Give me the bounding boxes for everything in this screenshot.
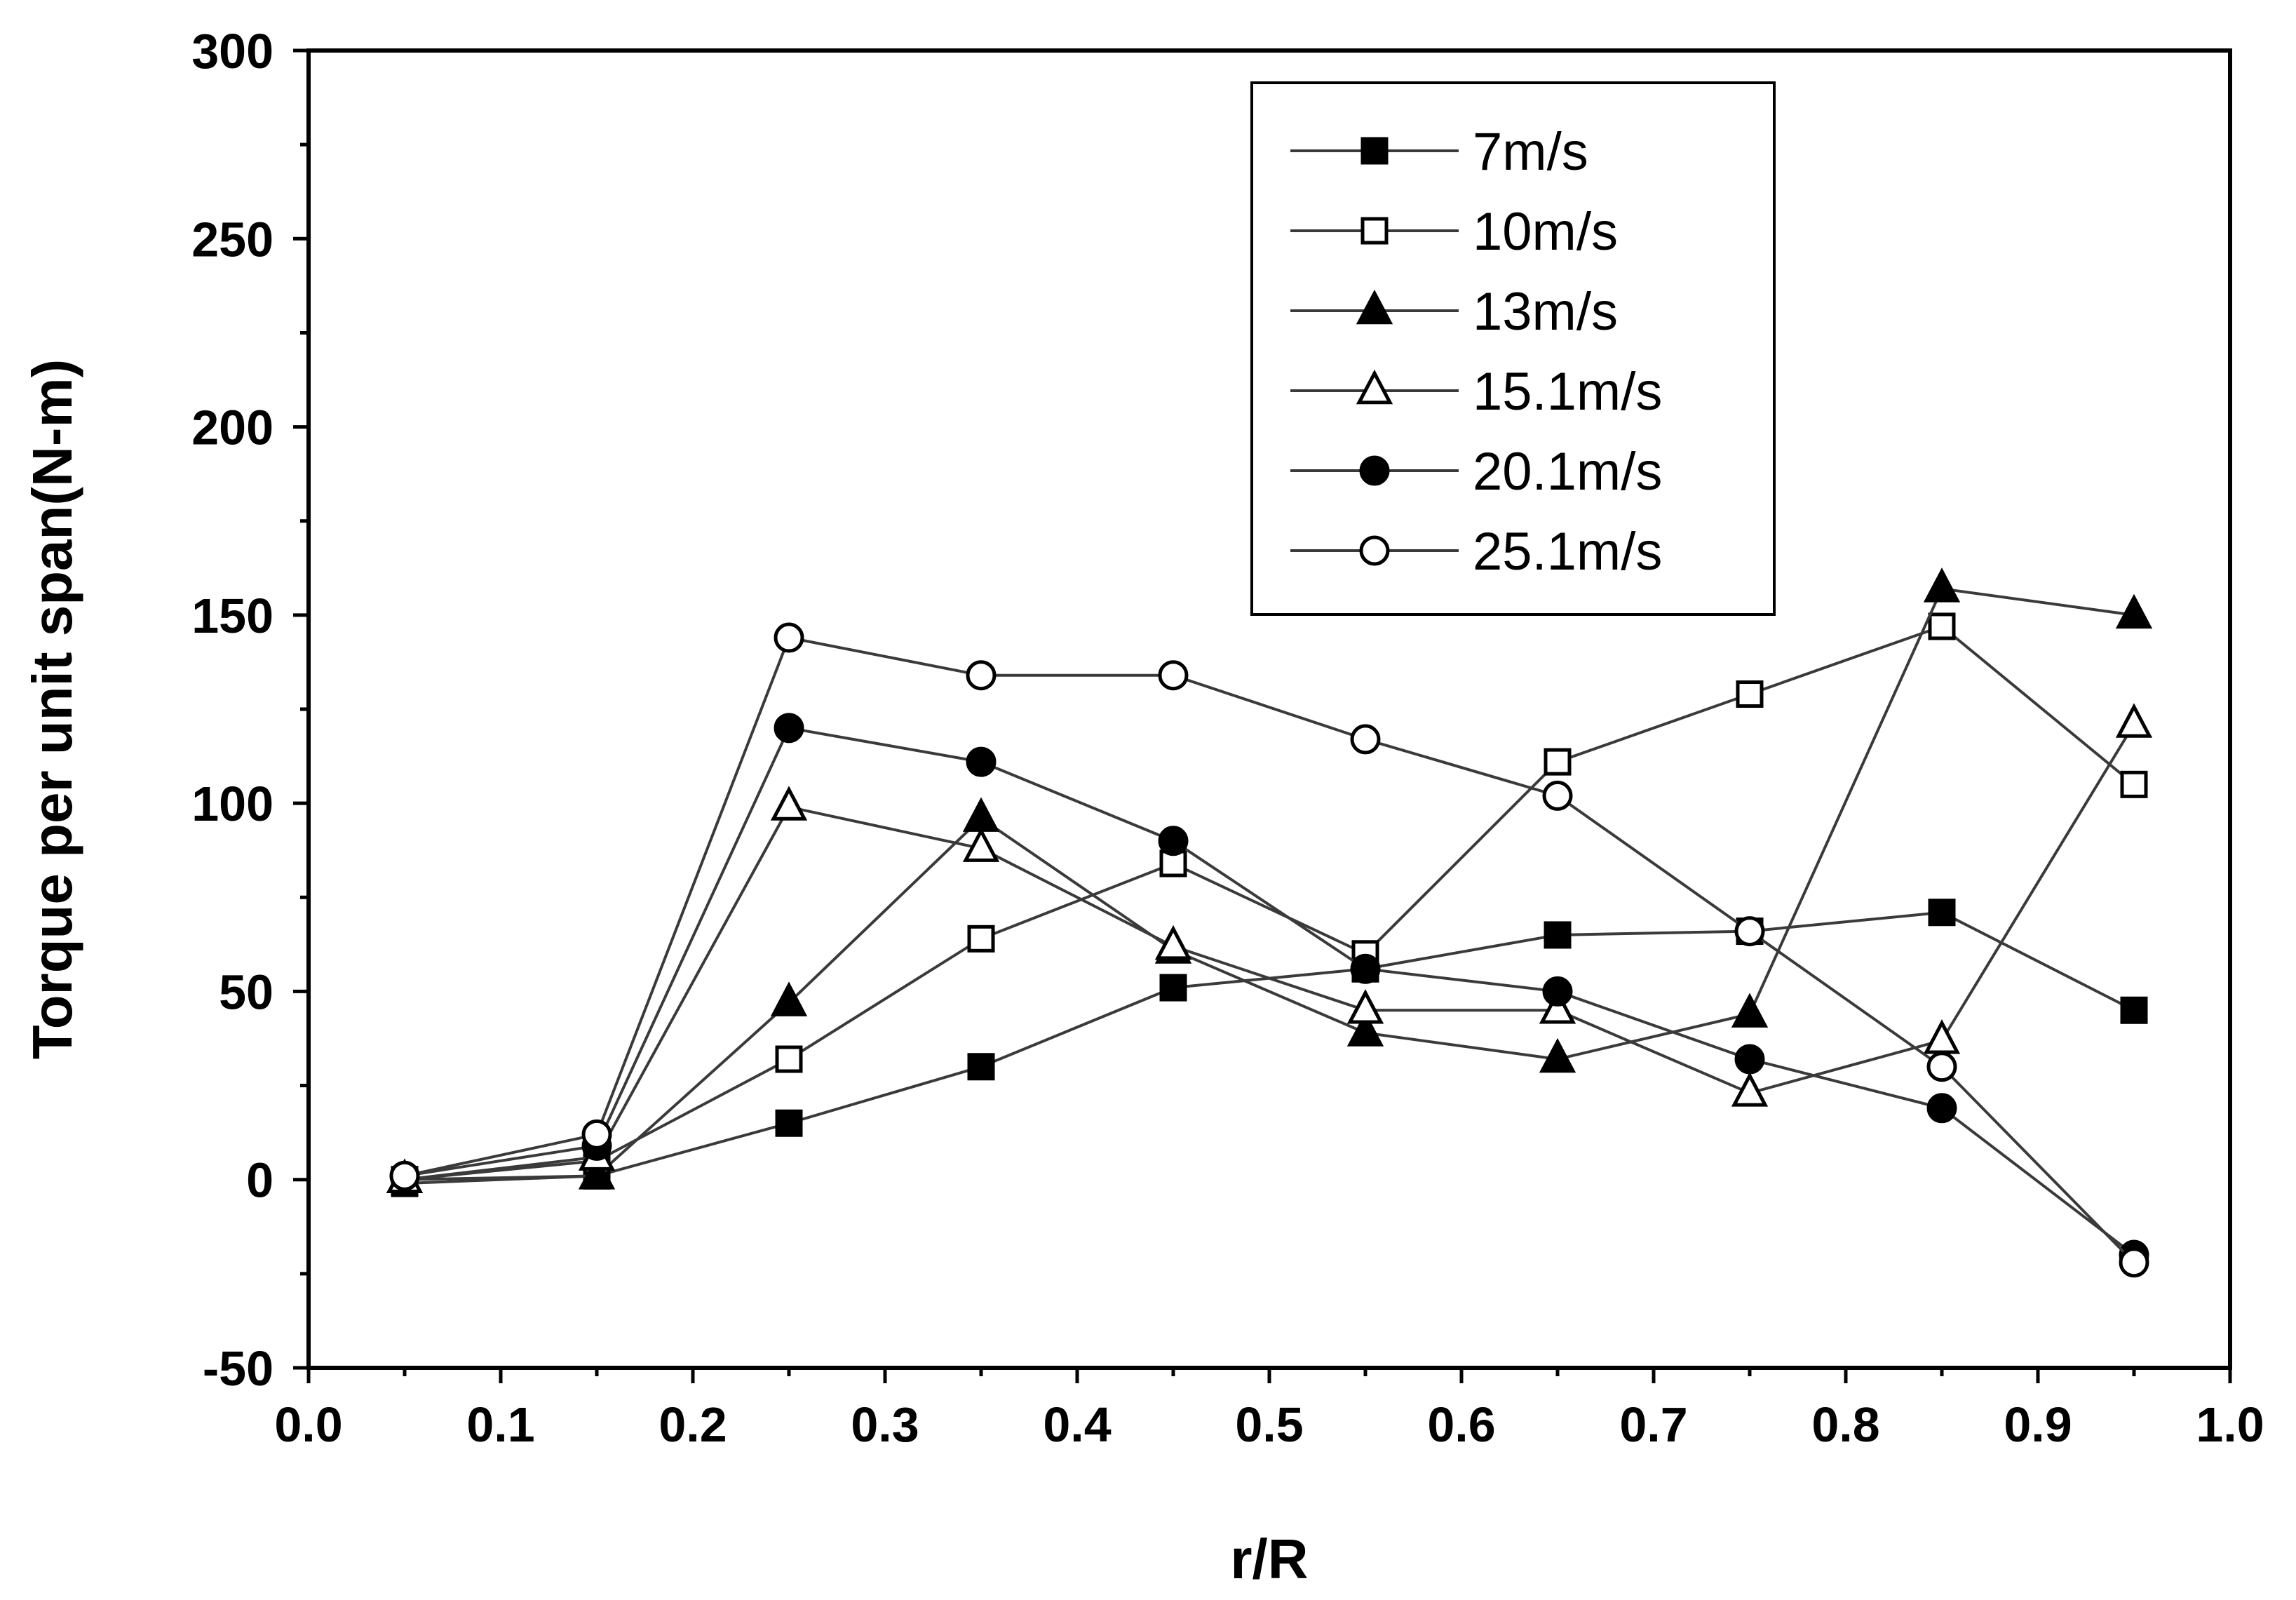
x-axis-title: r/R <box>1230 1528 1308 1590</box>
data-point <box>1926 1051 1957 1082</box>
legend-marker <box>1360 217 1389 245</box>
data-point <box>2115 703 2153 738</box>
series-group <box>386 567 2153 1278</box>
data-point <box>1544 921 1572 949</box>
data-point <box>1734 916 1765 947</box>
y-tick-label: 0 <box>246 1153 274 1208</box>
data-point <box>1158 826 1189 856</box>
legend: 7m/s 10m/s 13m/s 15.1m/s 20.1m/s 25.1m/s <box>1250 81 1776 616</box>
data-point <box>1539 989 1576 1024</box>
series-line <box>404 636 2135 1264</box>
data-point <box>2120 770 2148 798</box>
data-point <box>1731 993 1769 1028</box>
x-tick-label: 0.4 <box>1043 1397 1111 1452</box>
legend-item: 7m/s <box>1290 122 1588 182</box>
legend-item: 15.1m/s <box>1290 362 1662 422</box>
series-line <box>404 723 2135 1181</box>
data-point <box>2119 1247 2149 1278</box>
legend-item: 25.1m/s <box>1290 522 1662 581</box>
data-point <box>1346 1011 1384 1047</box>
series-line <box>404 726 2135 1256</box>
y-tick-label: 150 <box>191 589 274 643</box>
data-point <box>962 827 1000 862</box>
x-tick-label: 0.5 <box>1235 1397 1303 1452</box>
data-point <box>770 786 808 821</box>
legend-label: 10m/s <box>1473 202 1618 262</box>
data-point <box>1158 660 1189 691</box>
legend-label: 25.1m/s <box>1473 522 1662 581</box>
data-point <box>774 622 804 653</box>
x-tick-label: 0.6 <box>1427 1397 1495 1452</box>
x-tick-label: 1.0 <box>2196 1397 2264 1452</box>
data-point <box>1928 612 1956 640</box>
x-tick-label: 0.3 <box>851 1397 919 1452</box>
data-point <box>775 1109 803 1137</box>
data-point <box>1926 1093 1957 1124</box>
data-point <box>1731 1072 1769 1107</box>
data-point <box>967 1053 995 1081</box>
data-point <box>774 713 804 744</box>
data-point <box>966 660 997 691</box>
data-point <box>1350 953 1381 984</box>
data-point <box>578 1155 616 1190</box>
data-point <box>1539 1037 1576 1073</box>
data-point <box>1346 989 1384 1024</box>
data-point <box>1350 724 1381 755</box>
x-tick-label: 0.9 <box>2004 1397 2072 1452</box>
series-25-1m-s <box>389 622 2149 1278</box>
legend-item: 10m/s <box>1290 202 1618 262</box>
data-point <box>967 925 995 953</box>
legend-label: 20.1m/s <box>1473 442 1662 502</box>
legend-label: 13m/s <box>1473 282 1618 342</box>
data-point <box>1159 974 1187 1002</box>
legend-item: 13m/s <box>1290 282 1618 342</box>
legend-item: 20.1m/s <box>1290 442 1662 502</box>
y-tick-label: 200 <box>191 401 274 455</box>
data-point <box>2115 593 2153 629</box>
x-tick-label: 0.7 <box>1619 1397 1687 1452</box>
data-point <box>1542 780 1573 811</box>
series-line <box>404 587 2135 1181</box>
series-line <box>404 624 2135 1181</box>
data-point <box>1544 748 1572 776</box>
data-point <box>1923 567 1961 603</box>
y-tick-labels: -50 0 50 100 150 200 250 300 <box>191 24 274 1396</box>
data-point <box>1734 1044 1765 1075</box>
axis-ticks <box>293 48 2232 1383</box>
x-tick-labels: 0.0 0.1 0.2 0.3 0.4 0.5 0.6 0.7 0.8 0.9 1.0 <box>274 1397 2264 1452</box>
y-tick-label: -50 <box>203 1341 274 1396</box>
series-15-1m-s <box>386 703 2153 1194</box>
y-axis-title: Torque per unit span(N-m) <box>21 359 83 1059</box>
y-tick-label: 100 <box>191 777 274 831</box>
x-tick-label: 0.8 <box>1811 1397 1879 1452</box>
y-tick-label: 300 <box>191 24 274 79</box>
data-point <box>775 1045 803 1073</box>
data-point <box>1542 976 1573 1007</box>
data-point <box>389 1160 420 1191</box>
data-point <box>1928 899 1956 927</box>
data-point <box>2120 996 2148 1024</box>
legend-label: 15.1m/s <box>1473 362 1662 422</box>
x-tick-label: 0.1 <box>466 1397 534 1452</box>
y-tick-label: 50 <box>219 964 274 1019</box>
legend-marker <box>1359 535 1390 566</box>
legend-marker <box>1356 289 1393 325</box>
legend-label: 7m/s <box>1473 122 1588 182</box>
x-tick-label: 0.2 <box>659 1397 727 1452</box>
data-point <box>1736 680 1764 708</box>
data-point <box>1154 925 1192 960</box>
legend-marker <box>1359 455 1390 486</box>
legend-marker <box>1360 137 1389 165</box>
data-point <box>966 746 997 777</box>
legend-box <box>1250 81 1776 616</box>
x-tick-label: 0.0 <box>274 1397 342 1452</box>
y-tick-label: 250 <box>191 212 274 267</box>
data-point <box>581 1119 612 1150</box>
data-point <box>770 981 808 1016</box>
legend-marker <box>1356 369 1393 405</box>
